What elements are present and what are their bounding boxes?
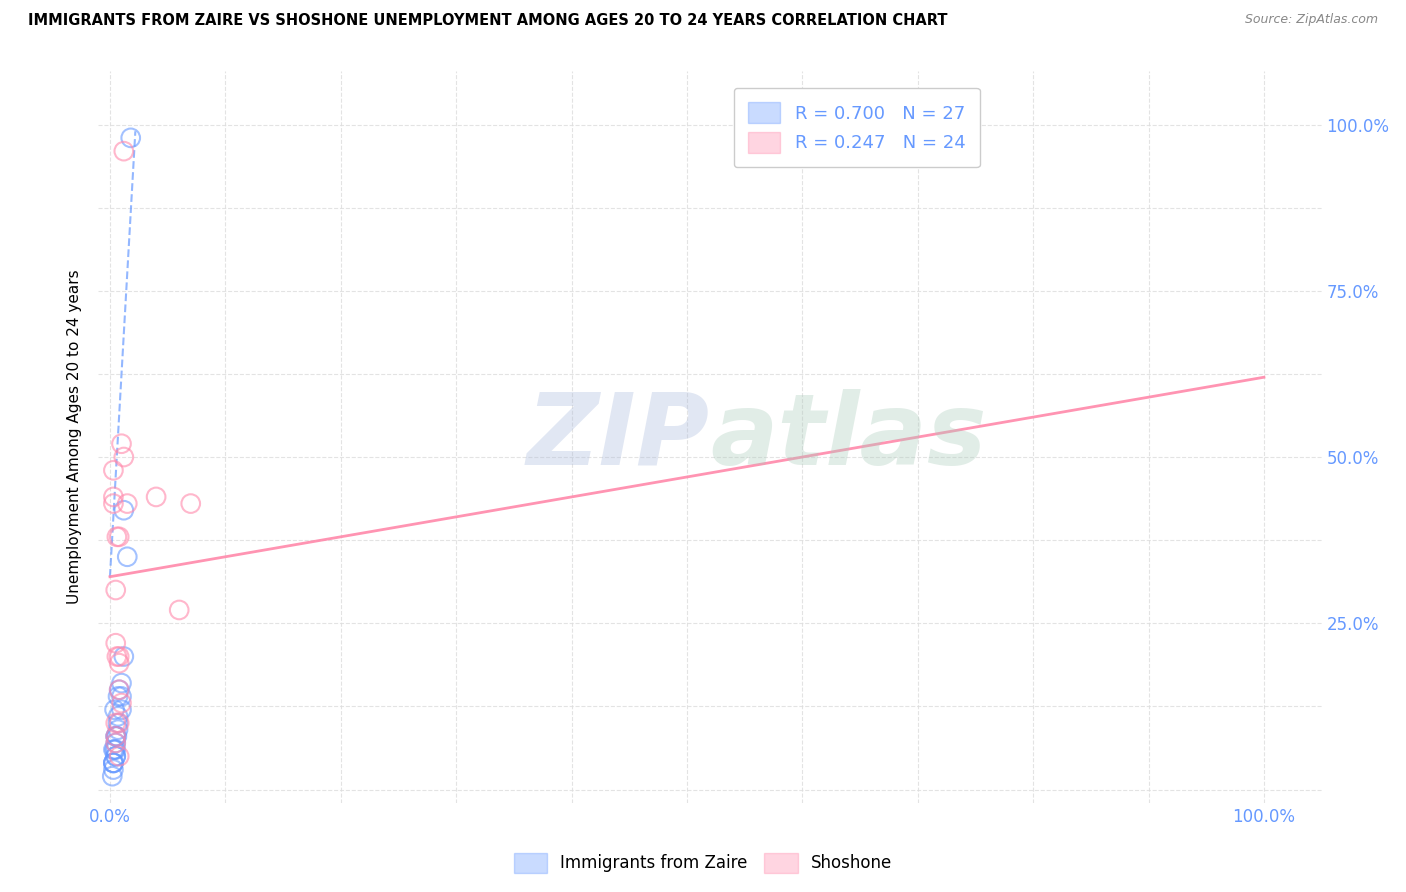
Point	[103, 703, 125, 717]
Point	[108, 682, 131, 697]
Point	[180, 497, 202, 511]
Point	[103, 490, 125, 504]
Point	[105, 530, 128, 544]
Point	[103, 756, 125, 770]
Point	[112, 503, 135, 517]
Point	[117, 497, 139, 511]
Point	[103, 497, 125, 511]
Point	[103, 742, 125, 756]
Point	[107, 723, 129, 737]
Point	[108, 530, 131, 544]
Point	[104, 729, 127, 743]
Point	[110, 696, 132, 710]
Point	[108, 682, 131, 697]
Text: ZIP: ZIP	[527, 389, 710, 485]
Point	[112, 649, 135, 664]
Point	[110, 703, 132, 717]
Point	[117, 549, 139, 564]
Point	[110, 676, 132, 690]
Point	[108, 716, 131, 731]
Point	[108, 656, 131, 670]
Point	[120, 131, 142, 145]
Point	[104, 736, 127, 750]
Point	[104, 749, 127, 764]
Point	[104, 749, 127, 764]
Point	[103, 742, 125, 756]
Point	[167, 603, 190, 617]
Point	[112, 450, 135, 464]
Point	[107, 690, 129, 704]
Legend: Immigrants from Zaire, Shoshone: Immigrants from Zaire, Shoshone	[508, 847, 898, 880]
Y-axis label: Unemployment Among Ages 20 to 24 years: Unemployment Among Ages 20 to 24 years	[67, 269, 83, 605]
Legend: R = 0.700   N = 27, R = 0.247   N = 24: R = 0.700 N = 27, R = 0.247 N = 24	[734, 87, 980, 168]
Point	[108, 649, 131, 664]
Point	[103, 756, 125, 770]
Point	[145, 490, 167, 504]
Point	[108, 749, 131, 764]
Point	[105, 729, 128, 743]
Point	[103, 463, 125, 477]
Point	[107, 709, 129, 723]
Point	[104, 716, 127, 731]
Text: Source: ZipAtlas.com: Source: ZipAtlas.com	[1244, 13, 1378, 27]
Point	[103, 756, 125, 770]
Point	[104, 582, 127, 597]
Point	[107, 716, 129, 731]
Text: IMMIGRANTS FROM ZAIRE VS SHOSHONE UNEMPLOYMENT AMONG AGES 20 TO 24 YEARS CORRELA: IMMIGRANTS FROM ZAIRE VS SHOSHONE UNEMPL…	[28, 13, 948, 29]
Point	[104, 742, 127, 756]
Point	[104, 729, 127, 743]
Point	[110, 690, 132, 704]
Point	[110, 436, 132, 450]
Point	[105, 649, 128, 664]
Point	[104, 729, 127, 743]
Point	[101, 769, 124, 783]
Text: atlas: atlas	[710, 389, 987, 485]
Point	[104, 636, 127, 650]
Point	[112, 144, 135, 158]
Point	[103, 763, 125, 777]
Point	[104, 736, 127, 750]
